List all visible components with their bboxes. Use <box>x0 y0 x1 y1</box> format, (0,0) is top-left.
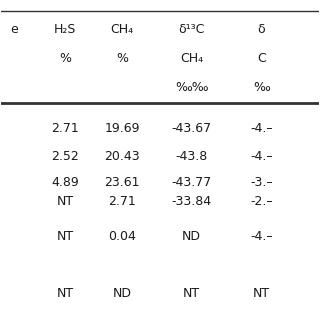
Text: 2.52: 2.52 <box>51 150 79 163</box>
Text: NT: NT <box>183 287 200 300</box>
Text: 19.69: 19.69 <box>104 122 140 135</box>
Text: %: % <box>59 52 71 65</box>
Text: NT: NT <box>253 287 270 300</box>
Text: ‰‰: ‰‰ <box>175 81 208 93</box>
Text: NT: NT <box>56 230 73 243</box>
Text: e: e <box>10 23 18 36</box>
Text: 20.43: 20.43 <box>104 150 140 163</box>
Text: 2.71: 2.71 <box>108 195 136 208</box>
Text: -4.–: -4.– <box>250 230 273 243</box>
Text: -2.–: -2.– <box>250 195 273 208</box>
Text: CH₄: CH₄ <box>180 52 203 65</box>
Text: 2.71: 2.71 <box>51 122 79 135</box>
Text: %: % <box>116 52 128 65</box>
Text: ND: ND <box>182 230 201 243</box>
Text: CH₄: CH₄ <box>110 23 133 36</box>
Text: δ¹³C: δ¹³C <box>179 23 205 36</box>
Text: -43.77: -43.77 <box>172 176 212 189</box>
Text: -3.–: -3.– <box>250 176 273 189</box>
Text: 4.89: 4.89 <box>51 176 79 189</box>
Text: ND: ND <box>112 287 132 300</box>
Text: -43.67: -43.67 <box>172 122 212 135</box>
Text: 0.04: 0.04 <box>108 230 136 243</box>
Text: -4.–: -4.– <box>250 150 273 163</box>
Text: δ: δ <box>258 23 265 36</box>
Text: -43.8: -43.8 <box>176 150 208 163</box>
Text: -4.–: -4.– <box>250 122 273 135</box>
Text: H₂S: H₂S <box>54 23 76 36</box>
Text: C: C <box>257 52 266 65</box>
Text: 23.61: 23.61 <box>104 176 140 189</box>
Text: -33.84: -33.84 <box>172 195 212 208</box>
Text: NT: NT <box>56 287 73 300</box>
Text: ‰: ‰ <box>253 81 270 93</box>
Text: NT: NT <box>56 195 73 208</box>
